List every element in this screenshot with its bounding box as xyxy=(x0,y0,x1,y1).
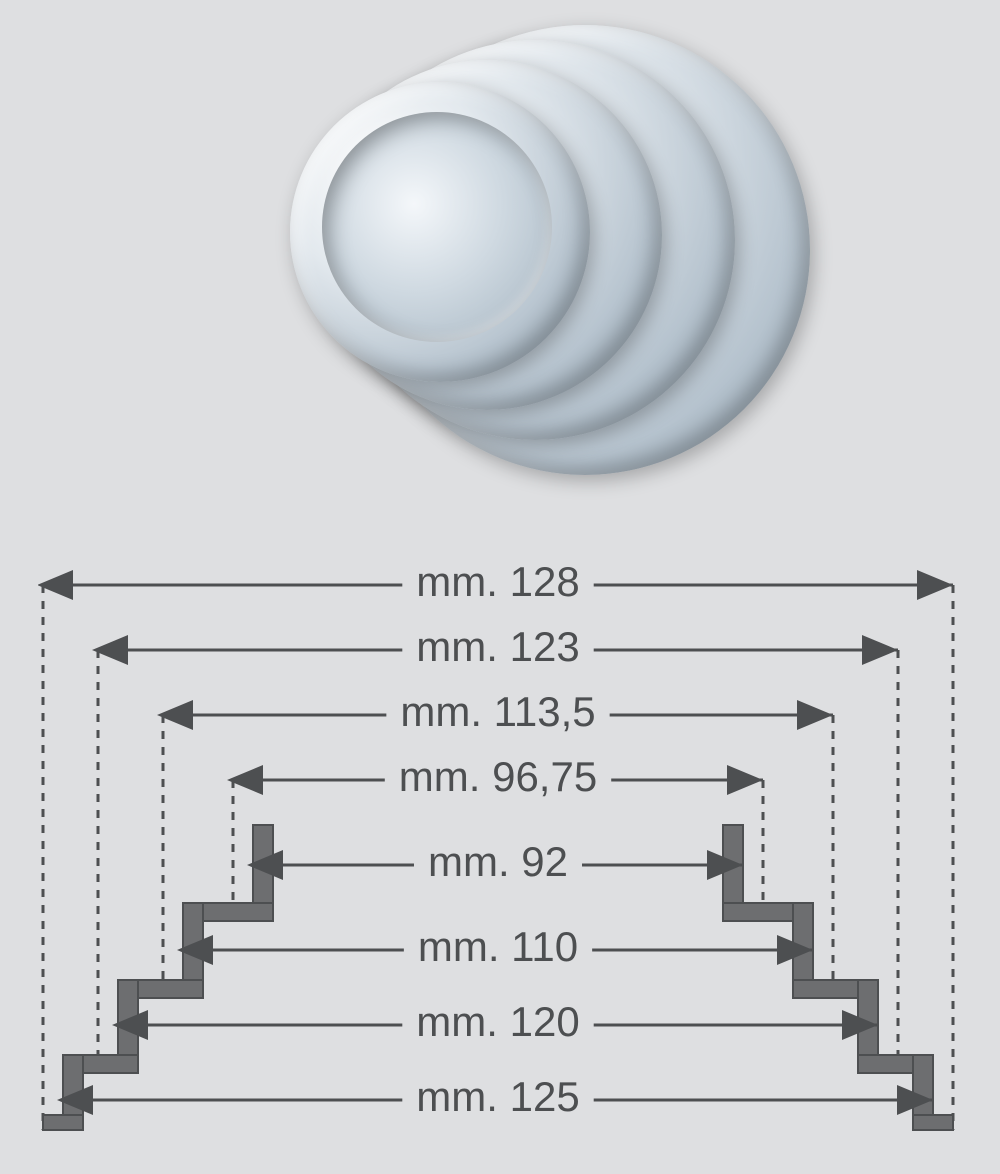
dimension-label-d125: mm. 125 xyxy=(416,1073,579,1120)
ring-bore xyxy=(322,112,552,342)
dimension-label-d110: mm. 110 xyxy=(418,923,578,970)
dimension-diagram: mm. 128 mm. 123 mm. 113,5 mm. 96,75 mm. 92 m… xyxy=(38,555,958,1135)
profile-left xyxy=(43,825,273,1130)
profile-right xyxy=(723,825,953,1130)
dimension-label-d9675: mm. 96,75 xyxy=(399,753,597,800)
dimension-label-d128: mm. 128 xyxy=(416,558,579,605)
dimension-label-d120: mm. 120 xyxy=(416,998,579,1045)
stepped-reducer-illustration xyxy=(270,0,810,490)
diagram-svg: mm. 128 mm. 123 mm. 113,5 mm. 96,75 mm. 92 m… xyxy=(38,555,958,1135)
dimension-label-d1135: mm. 113,5 xyxy=(400,688,595,735)
dimension-label-d123: mm. 123 xyxy=(416,623,579,670)
dimension-label-d92: mm. 92 xyxy=(428,838,568,885)
outer-dimensions: mm. 128 mm. 123 mm. 113,5 mm. 96,75 xyxy=(43,558,953,800)
